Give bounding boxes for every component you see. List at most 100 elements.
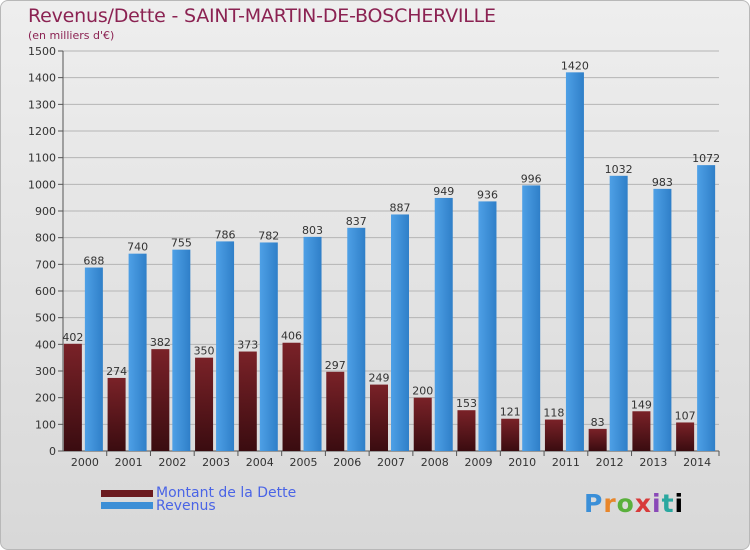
y-tick-label: 1300 bbox=[28, 98, 56, 111]
data-label-dette: 121 bbox=[500, 406, 521, 419]
data-label-dette: 406 bbox=[281, 330, 302, 343]
bar-dette bbox=[326, 371, 345, 451]
data-label-revenus: 837 bbox=[346, 215, 367, 228]
y-tick-label: 100 bbox=[35, 418, 56, 431]
y-tick-label: 1200 bbox=[28, 125, 56, 138]
bar-dette bbox=[544, 419, 563, 451]
bar-dette bbox=[676, 422, 695, 451]
bar-revenus bbox=[303, 236, 322, 451]
legend-label-dette: Montant de la Dette bbox=[156, 485, 297, 501]
x-tick-label: 2011 bbox=[552, 456, 580, 469]
bar-dette bbox=[282, 342, 301, 451]
bar-dette bbox=[370, 384, 388, 451]
bar-revenus bbox=[347, 227, 366, 451]
data-label-revenus: 1072 bbox=[692, 152, 720, 165]
data-label-revenus: 949 bbox=[433, 185, 454, 198]
x-tick-label: 2002 bbox=[158, 456, 186, 469]
x-tick-label: 2010 bbox=[508, 456, 536, 469]
bar-revenus bbox=[434, 197, 453, 451]
bar-revenus bbox=[478, 201, 497, 451]
data-label-dette: 350 bbox=[194, 345, 215, 358]
data-label-dette: 274 bbox=[106, 365, 127, 378]
bar-revenus bbox=[84, 267, 103, 451]
y-tick-label: 0 bbox=[49, 445, 56, 458]
bar-revenus bbox=[609, 175, 628, 452]
bar-revenus bbox=[522, 185, 541, 451]
y-tick-label: 1100 bbox=[28, 152, 56, 165]
proxiti-logo: Proxiti bbox=[584, 489, 685, 518]
data-label-dette: 402 bbox=[62, 331, 83, 344]
bar-dette bbox=[238, 351, 257, 451]
data-label-revenus: 803 bbox=[302, 224, 323, 237]
bar-dette bbox=[63, 343, 82, 451]
chart-title: Revenus/Dette - SAINT-MARTIN-DE-BOSCHERV… bbox=[28, 5, 496, 27]
data-label-revenus: 740 bbox=[127, 241, 148, 254]
bar-revenus bbox=[259, 242, 278, 451]
data-label-dette: 297 bbox=[325, 359, 346, 372]
y-tick-label: 400 bbox=[35, 338, 56, 351]
bar-dette bbox=[107, 377, 126, 451]
y-tick-label: 1400 bbox=[28, 72, 56, 85]
legend-swatch-dette bbox=[101, 490, 153, 497]
x-tick-label: 2003 bbox=[202, 456, 230, 469]
bar-dette bbox=[457, 410, 476, 451]
data-label-dette: 382 bbox=[150, 336, 171, 349]
x-tick-label: 2007 bbox=[377, 456, 405, 469]
x-tick-label: 2009 bbox=[464, 456, 492, 469]
data-label-revenus: 786 bbox=[215, 228, 236, 241]
bar-dette bbox=[588, 428, 607, 451]
y-tick-label: 500 bbox=[35, 312, 56, 325]
bar-dette bbox=[501, 418, 520, 451]
x-tick-label: 2012 bbox=[596, 456, 624, 469]
data-label-revenus: 887 bbox=[390, 201, 411, 214]
x-tick-label: 2014 bbox=[683, 456, 711, 469]
data-label-revenus: 1032 bbox=[605, 163, 633, 176]
data-label-dette: 200 bbox=[412, 385, 433, 398]
data-label-dette: 107 bbox=[675, 409, 696, 422]
data-label-dette: 373 bbox=[237, 339, 258, 352]
bar-dette bbox=[195, 357, 214, 451]
y-tick-label: 900 bbox=[35, 205, 56, 218]
chart-subtitle: (en milliers d'€) bbox=[28, 29, 115, 42]
x-tick-label: 2005 bbox=[290, 456, 318, 469]
x-tick-label: 2013 bbox=[639, 456, 667, 469]
data-label-dette: 83 bbox=[591, 416, 605, 429]
y-tick-label: 600 bbox=[35, 285, 56, 298]
data-label-revenus: 996 bbox=[521, 172, 542, 185]
x-tick-label: 2006 bbox=[333, 456, 361, 469]
y-tick-label: 800 bbox=[35, 232, 56, 245]
data-label-revenus: 782 bbox=[258, 229, 279, 242]
data-label-dette: 149 bbox=[631, 398, 652, 411]
bar-revenus bbox=[216, 241, 235, 451]
x-tick-label: 2001 bbox=[115, 456, 143, 469]
y-tick-label: 700 bbox=[35, 258, 56, 271]
data-label-revenus: 936 bbox=[477, 188, 498, 201]
bar-revenus bbox=[565, 72, 584, 451]
bar-dette bbox=[632, 411, 651, 451]
bar-revenus bbox=[172, 249, 191, 451]
y-tick-label: 200 bbox=[35, 392, 56, 405]
x-tick-label: 2000 bbox=[71, 456, 99, 469]
y-tick-label: 1000 bbox=[28, 178, 56, 191]
data-label-dette: 249 bbox=[369, 372, 390, 385]
data-label-dette: 153 bbox=[456, 397, 477, 410]
bar-dette bbox=[151, 349, 170, 451]
data-label-revenus: 1420 bbox=[561, 59, 589, 72]
bar-revenus bbox=[697, 165, 716, 451]
x-tick-label: 2004 bbox=[246, 456, 274, 469]
bar-revenus bbox=[653, 188, 672, 451]
bar-revenus bbox=[391, 214, 409, 451]
bar-revenus bbox=[128, 253, 147, 451]
data-label-revenus: 755 bbox=[171, 237, 192, 250]
data-label-revenus: 983 bbox=[652, 176, 673, 189]
legend-label-revenus: Revenus bbox=[156, 498, 216, 514]
y-tick-label: 300 bbox=[35, 365, 56, 378]
data-label-revenus: 688 bbox=[83, 255, 104, 268]
x-tick-label: 2008 bbox=[421, 456, 449, 469]
data-label-dette: 118 bbox=[543, 407, 564, 420]
y-tick-label: 1500 bbox=[28, 45, 56, 58]
bar-dette bbox=[413, 397, 432, 451]
legend-swatch-revenus bbox=[101, 502, 153, 509]
